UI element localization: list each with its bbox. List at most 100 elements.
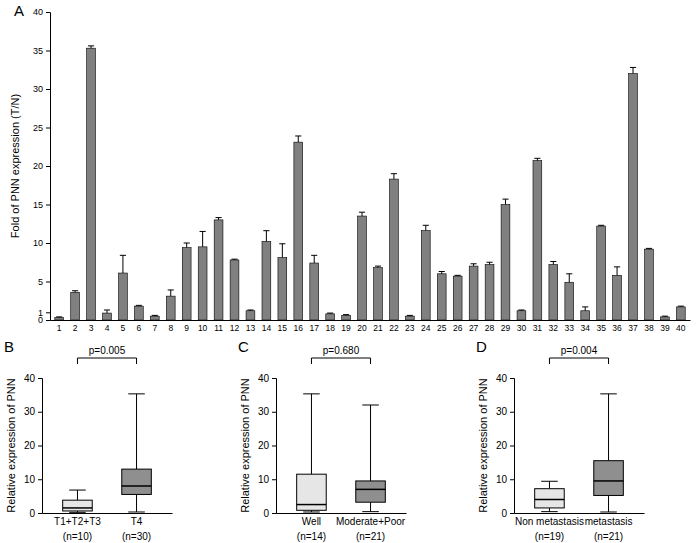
error-bar-cap	[614, 266, 620, 267]
error-bar-cap	[534, 158, 540, 159]
x-tick-label: T1+T2+T3	[54, 516, 101, 527]
error-bar-cap	[582, 306, 588, 307]
error-bar-stem	[298, 136, 299, 142]
box	[63, 490, 93, 512]
x-tick-label: 9	[184, 323, 189, 333]
bar	[565, 282, 574, 320]
bar	[214, 220, 223, 320]
x-axis: WellModerate+Poor	[277, 513, 407, 527]
error-bar	[152, 315, 158, 317]
error-bar	[375, 266, 381, 268]
error-bar-cap	[279, 243, 285, 244]
x-tick-label: 16	[294, 323, 304, 333]
error-bar	[56, 316, 62, 318]
error-bar-cap	[168, 289, 174, 290]
x-tick: 39	[660, 320, 670, 333]
sample-size-label: (n=21)	[594, 531, 623, 542]
error-bar	[582, 307, 588, 311]
bar	[597, 226, 606, 320]
x-tick: 32	[549, 320, 559, 333]
bar	[485, 265, 494, 320]
x-tick: Moderate+Poor	[336, 513, 406, 527]
y-axis-line	[510, 379, 515, 514]
x-tick: 23	[405, 320, 415, 333]
x-tick: metastasis	[585, 513, 633, 527]
sample-size-label: (n=14)	[297, 531, 326, 542]
box	[122, 394, 152, 512]
y-tick-mark	[510, 412, 514, 413]
x-tick: 3	[89, 320, 94, 333]
bar	[581, 311, 590, 320]
error-bar-cap	[56, 316, 62, 317]
y-tick-label: 10	[258, 474, 270, 485]
panel-label: B	[4, 338, 14, 355]
error-bar	[215, 218, 221, 220]
y-tick: 40	[24, 373, 42, 384]
x-tick-label: 29	[501, 323, 511, 333]
error-bar	[263, 231, 269, 242]
error-bar	[104, 310, 110, 313]
x-tick-label: 31	[533, 323, 543, 333]
y-tick-mark	[38, 446, 42, 447]
y-tick-label: 1	[38, 308, 43, 318]
x-tick-label: Moderate+Poor	[336, 516, 406, 527]
y-axis-line	[272, 379, 277, 514]
bar	[182, 248, 191, 320]
x-axis: 1234567891011121314151617181920212223242…	[51, 320, 691, 333]
error-bar-cap	[566, 273, 572, 274]
x-tick: 27	[469, 320, 479, 333]
x-tick: 31	[533, 320, 543, 333]
y-axis-title: Relative expression of PNN	[477, 378, 489, 513]
error-bar	[72, 291, 78, 293]
y-tick-label: 0	[501, 508, 507, 519]
x-tick-label: T4	[131, 516, 143, 527]
error-bar	[439, 271, 445, 273]
panel-label: C	[238, 338, 249, 355]
bar	[294, 142, 303, 320]
box-median	[297, 504, 327, 506]
x-axis-line	[277, 513, 407, 514]
y-tick: 0	[263, 508, 276, 519]
y-tick-label: 25	[33, 123, 43, 133]
bar	[549, 265, 558, 320]
x-tick: T1+T2+T3	[54, 513, 101, 527]
x-tick: T4	[131, 513, 143, 527]
error-bar	[136, 305, 142, 307]
x-tick: 14	[262, 320, 272, 333]
y-tick: 0	[29, 508, 42, 519]
error-bar	[455, 275, 461, 277]
box-body	[297, 474, 327, 510]
box-median	[122, 485, 152, 487]
error-bar-stem	[186, 243, 187, 248]
y-tick-mark	[46, 51, 50, 52]
y-tick-mark	[46, 312, 50, 313]
bar	[517, 311, 526, 320]
panel-d: Non metastasismetastasis(n=19)(n=21)p=0.…	[476, 338, 645, 542]
y-tick: 15	[33, 200, 50, 210]
y-tick-mark	[38, 479, 42, 480]
error-bar	[598, 225, 604, 227]
x-tick: 12	[230, 320, 240, 333]
y-tick-mark	[46, 243, 50, 244]
x-tick: 19	[341, 320, 351, 333]
error-bar-cap	[327, 313, 333, 314]
x-axis-line	[515, 513, 645, 514]
x-axis: Non metastasismetastasis	[515, 513, 645, 527]
box-body	[122, 469, 152, 494]
x-axis: T1+T2+T3 T4	[43, 513, 173, 527]
plot-area	[63, 394, 152, 512]
whisker-cap-max	[600, 393, 617, 394]
x-axis-line	[43, 513, 173, 514]
x-tick: 33	[565, 320, 575, 333]
bar	[629, 74, 638, 320]
y-axis-title: Fold of PNN expression (T/N)	[9, 94, 21, 238]
x-tick: 11	[214, 320, 223, 333]
y-tick-label: 30	[24, 406, 36, 417]
bar	[676, 307, 685, 320]
x-tick-label: 21	[373, 323, 383, 333]
error-bar-cap	[215, 217, 221, 218]
y-tick-label: 20	[33, 161, 43, 171]
x-tick: 30	[517, 320, 527, 333]
error-bar	[423, 225, 429, 230]
y-tick-mark	[510, 479, 514, 480]
